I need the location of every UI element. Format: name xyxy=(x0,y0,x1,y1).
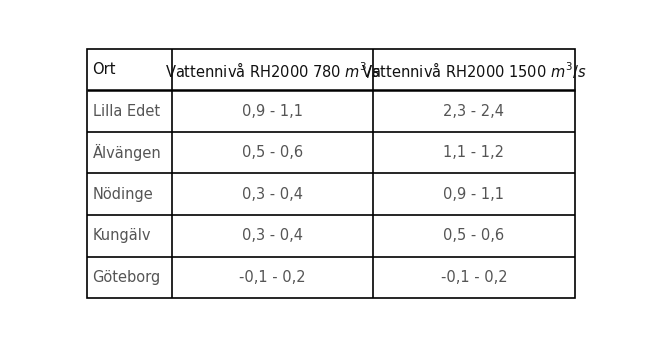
Text: -0,1 - 0,2: -0,1 - 0,2 xyxy=(239,270,306,285)
Text: Kungälv: Kungälv xyxy=(93,228,151,243)
Text: 0,5 - 0,6: 0,5 - 0,6 xyxy=(242,145,303,160)
Text: Vattennivå RH2000 780 $m^3/s$: Vattennivå RH2000 780 $m^3/s$ xyxy=(164,60,381,80)
Text: -0,1 - 0,2: -0,1 - 0,2 xyxy=(441,270,507,285)
Text: 2,3 - 2,4: 2,3 - 2,4 xyxy=(443,104,504,119)
Text: Ort: Ort xyxy=(93,62,116,77)
Text: Göteborg: Göteborg xyxy=(93,270,161,285)
Text: 1,1 - 1,2: 1,1 - 1,2 xyxy=(443,145,504,160)
Text: Älvängen: Älvängen xyxy=(93,144,161,161)
Text: Lilla Edet: Lilla Edet xyxy=(93,104,160,119)
Text: 0,5 - 0,6: 0,5 - 0,6 xyxy=(443,228,504,243)
Text: 0,3 - 0,4: 0,3 - 0,4 xyxy=(242,187,303,202)
Text: Nödinge: Nödinge xyxy=(93,187,154,202)
Text: 0,9 - 1,1: 0,9 - 1,1 xyxy=(242,104,303,119)
Text: Vattennivå RH2000 1500 $m^3/s$: Vattennivå RH2000 1500 $m^3/s$ xyxy=(361,60,586,80)
Text: 0,9 - 1,1: 0,9 - 1,1 xyxy=(443,187,504,202)
Text: 0,3 - 0,4: 0,3 - 0,4 xyxy=(242,228,303,243)
